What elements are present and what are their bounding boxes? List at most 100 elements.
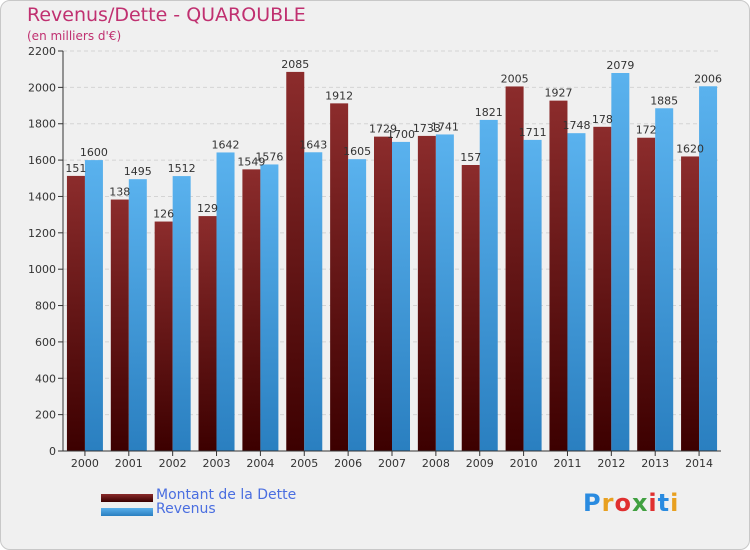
x-tick-label: 2006	[334, 457, 362, 470]
data-label-dette: 1729	[369, 123, 397, 136]
data-label-revenus: 1885	[650, 94, 678, 107]
x-tick-label: 2011	[553, 457, 581, 470]
bar-dette	[593, 126, 612, 452]
bar-dette	[110, 199, 129, 451]
data-label-dette: 1927	[544, 87, 572, 100]
bar-revenus	[392, 141, 410, 451]
legend-swatch-dette	[101, 494, 153, 502]
data-label-dette: 1549	[237, 155, 265, 168]
x-tick-label: 2003	[203, 457, 231, 470]
x-tick-label: 2008	[422, 457, 450, 470]
data-label-dette: 2085	[281, 58, 309, 71]
data-label-dette: 1620	[676, 142, 704, 155]
y-tick-label: 1000	[28, 263, 56, 276]
bar-revenus	[128, 179, 147, 451]
data-label-dette: 1912	[325, 89, 353, 102]
logo-letter: o	[614, 489, 632, 517]
x-tick-label: 2013	[641, 457, 669, 470]
x-tick-label: 2000	[71, 457, 99, 470]
bar-dette	[198, 216, 217, 451]
y-tick-label: 2200	[28, 45, 56, 58]
data-label-revenus: 1495	[124, 165, 152, 178]
data-label-revenus: 1643	[299, 138, 327, 151]
x-tick-label: 2002	[159, 457, 187, 470]
data-label-dette: 2005	[501, 72, 529, 85]
bar-revenus	[260, 164, 279, 452]
x-tick-label: 2001	[115, 457, 143, 470]
bar-revenus	[348, 159, 367, 451]
data-label-revenus: 1605	[343, 145, 371, 158]
x-tick-label: 2010	[510, 457, 538, 470]
data-label-revenus: 1700	[387, 128, 415, 141]
data-label-dette: 172	[636, 124, 657, 137]
data-label-revenus: 1821	[475, 106, 503, 119]
bar-dette	[242, 169, 261, 451]
x-tick-label: 2005	[290, 457, 318, 470]
bar-revenus	[435, 134, 454, 452]
bar-revenus	[567, 133, 586, 451]
data-label-dette: 157	[460, 151, 481, 164]
bar-revenus	[84, 160, 103, 451]
data-label-revenus: 1741	[431, 120, 459, 133]
bar-dette	[461, 165, 480, 451]
bar-dette	[549, 100, 568, 452]
data-label-revenus: 1711	[519, 126, 547, 139]
y-tick-label: 800	[35, 300, 56, 313]
bar-revenus	[304, 152, 323, 452]
bar-dette	[374, 136, 392, 452]
y-tick-label: 1800	[28, 118, 56, 131]
y-tick-label: 1200	[28, 227, 56, 240]
legend-swatch-revenus	[101, 508, 153, 516]
data-label-dette: 138	[109, 186, 130, 199]
y-tick-label: 600	[35, 336, 56, 349]
y-tick-label: 2000	[28, 81, 56, 94]
data-label-revenus: 1576	[255, 150, 283, 163]
x-tick-label: 2012	[597, 457, 625, 470]
data-label-revenus: 2079	[606, 59, 634, 72]
x-tick-label: 2014	[685, 457, 713, 470]
x-tick-label: 2009	[466, 457, 494, 470]
bar-dette	[66, 175, 85, 451]
y-tick-label: 1600	[28, 154, 56, 167]
data-label-revenus: 1512	[168, 162, 196, 175]
data-label-dette: 151	[65, 162, 86, 175]
logo-letter: r	[601, 489, 615, 517]
data-label-revenus: 1748	[562, 119, 590, 132]
logo-letter: x	[631, 489, 649, 517]
bar-revenus	[479, 119, 498, 451]
logo-letter: i	[670, 489, 680, 517]
bar-dette	[637, 137, 656, 451]
data-label-revenus: 1600	[80, 146, 108, 159]
y-tick-label: 400	[35, 372, 56, 385]
bar-dette	[154, 221, 173, 451]
bar-revenus	[523, 139, 542, 451]
y-tick-label: 0	[49, 445, 56, 458]
y-tick-label: 200	[35, 409, 56, 422]
bar-revenus	[655, 108, 674, 451]
data-label-dette: 1733	[413, 122, 441, 135]
bar-dette	[286, 71, 305, 451]
bar-revenus	[172, 176, 191, 451]
proxiti-logo: Proxiti	[583, 489, 679, 517]
data-label-dette: 129	[197, 202, 218, 215]
data-label-revenus: 1642	[212, 138, 240, 151]
bar-revenus	[216, 152, 235, 452]
data-label-revenus: 2006	[694, 72, 722, 85]
bar-revenus	[699, 86, 718, 451]
bar-dette	[505, 86, 524, 452]
legend-label-revenus: Revenus	[156, 501, 216, 517]
chart-subtitle: (en milliers d'€)	[27, 29, 122, 43]
bar-dette	[417, 135, 436, 451]
data-label-dette: 126	[153, 208, 174, 221]
logo-letter: t	[657, 489, 671, 517]
x-tick-label: 2004	[246, 457, 274, 470]
bar-dette	[330, 103, 349, 451]
bar-revenus	[611, 73, 630, 451]
bar-dette	[681, 156, 700, 452]
legend-label-dette: Montant de la Dette	[156, 487, 297, 503]
chart-title: Revenus/Dette - QUAROUBLE	[27, 4, 306, 26]
logo-letter: i	[648, 489, 658, 517]
x-tick-label: 2007	[378, 457, 406, 470]
